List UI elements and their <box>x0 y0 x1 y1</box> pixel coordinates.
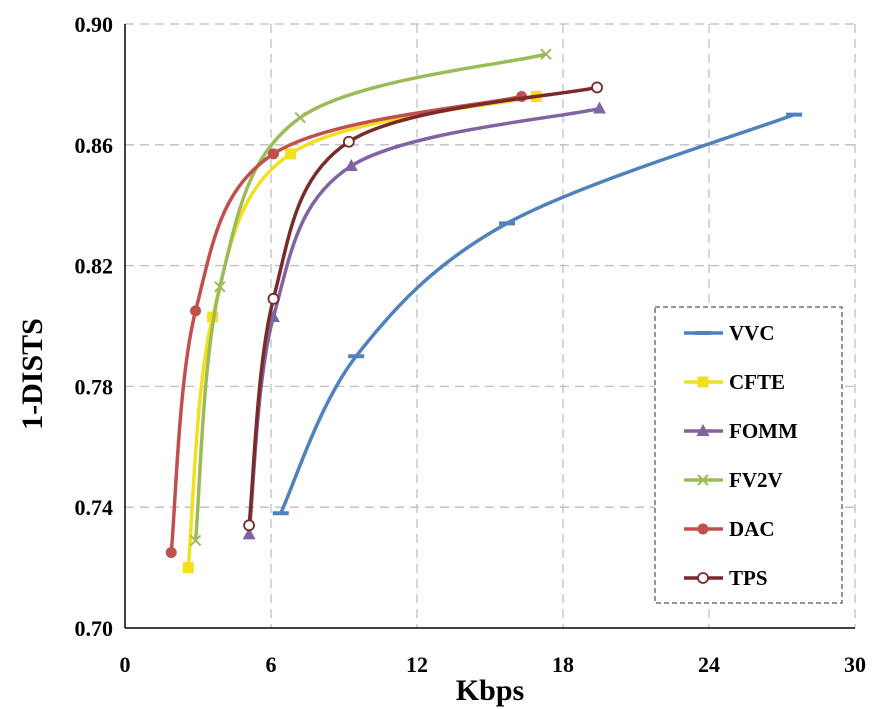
data-point-dac <box>190 305 202 317</box>
legend-item-cfte: CFTE <box>684 370 785 394</box>
legend-marker-cfte <box>697 376 709 388</box>
axes <box>124 24 855 629</box>
legend-item-dac: DAC <box>684 517 775 541</box>
series-cfte <box>182 90 542 574</box>
x-tick-label: 30 <box>844 652 866 677</box>
x-axis-label: Kbps <box>456 674 524 707</box>
data-point-fomm <box>593 101 606 114</box>
data-point-fomm <box>344 158 358 171</box>
data-point-fv2v <box>540 48 552 60</box>
x-tick-label: 12 <box>406 652 428 677</box>
data-point-tps <box>267 292 280 305</box>
legend-label-vvc: VVC <box>729 321 775 345</box>
series-line-vvc <box>278 112 796 515</box>
legend-item-tps: TPS <box>684 566 768 590</box>
legend-item-fv2v: FV2V <box>684 468 783 492</box>
legend-marker-tps <box>697 572 709 584</box>
legend-box <box>654 306 843 604</box>
data-point-cfte <box>182 562 194 574</box>
data-point-fv2v <box>214 281 226 293</box>
data-point-tps <box>591 81 603 94</box>
legend-item-vvc: VVC <box>684 321 775 345</box>
x-tick-label: 0 <box>120 652 131 677</box>
y-tick-label: 0.86 <box>75 133 114 158</box>
legend-marker-fomm <box>696 424 710 436</box>
data-point-dac <box>165 547 177 558</box>
series-line-fomm <box>247 106 602 537</box>
series-line-cfte <box>186 94 538 570</box>
legend: VVC CFTE FOMM FV2V DAC TPS <box>654 306 843 604</box>
data-series <box>165 48 803 574</box>
data-point-dac <box>267 148 279 160</box>
data-point-fv2v <box>294 111 306 124</box>
x-tick-label: 18 <box>552 652 574 677</box>
series-dac <box>165 90 528 558</box>
data-point-cfte <box>284 148 296 160</box>
legend-label-dac: DAC <box>729 517 775 541</box>
x-tick-labels: 0 6 12 18 24 30 <box>120 652 867 677</box>
legend-label-fv2v: FV2V <box>729 468 783 492</box>
y-axis-label: 1-DISTS <box>16 318 49 430</box>
series-vvc <box>272 112 803 516</box>
legend-marker-dac <box>697 523 709 535</box>
x-tick-label: 6 <box>266 652 277 677</box>
y-tick-label: 0.70 <box>75 616 114 641</box>
legend-marker-fv2v <box>697 474 709 486</box>
legend-label-tps: TPS <box>729 566 768 590</box>
data-point-tps <box>342 135 355 148</box>
x-tick-label: 24 <box>698 652 720 677</box>
series-line-tps <box>247 85 599 528</box>
y-tick-label: 0.74 <box>75 495 114 520</box>
y-tick-label: 0.90 <box>75 12 114 37</box>
y-tick-label: 0.78 <box>75 374 114 399</box>
series-tps <box>243 81 603 532</box>
series-line-fv2v <box>193 52 548 543</box>
legend-label-fomm: FOMM <box>729 419 798 443</box>
y-tick-labels: 0.70 0.74 0.78 0.82 0.86 0.90 <box>75 12 114 641</box>
series-line-dac <box>169 94 524 555</box>
y-tick-label: 0.82 <box>75 254 114 279</box>
legend-item-fomm: FOMM <box>684 419 798 443</box>
legend-label-cfte: CFTE <box>729 370 785 394</box>
data-point-tps <box>243 519 256 532</box>
data-point-fv2v <box>189 534 202 547</box>
series-fv2v <box>189 48 552 547</box>
data-point-fomm <box>242 527 256 540</box>
